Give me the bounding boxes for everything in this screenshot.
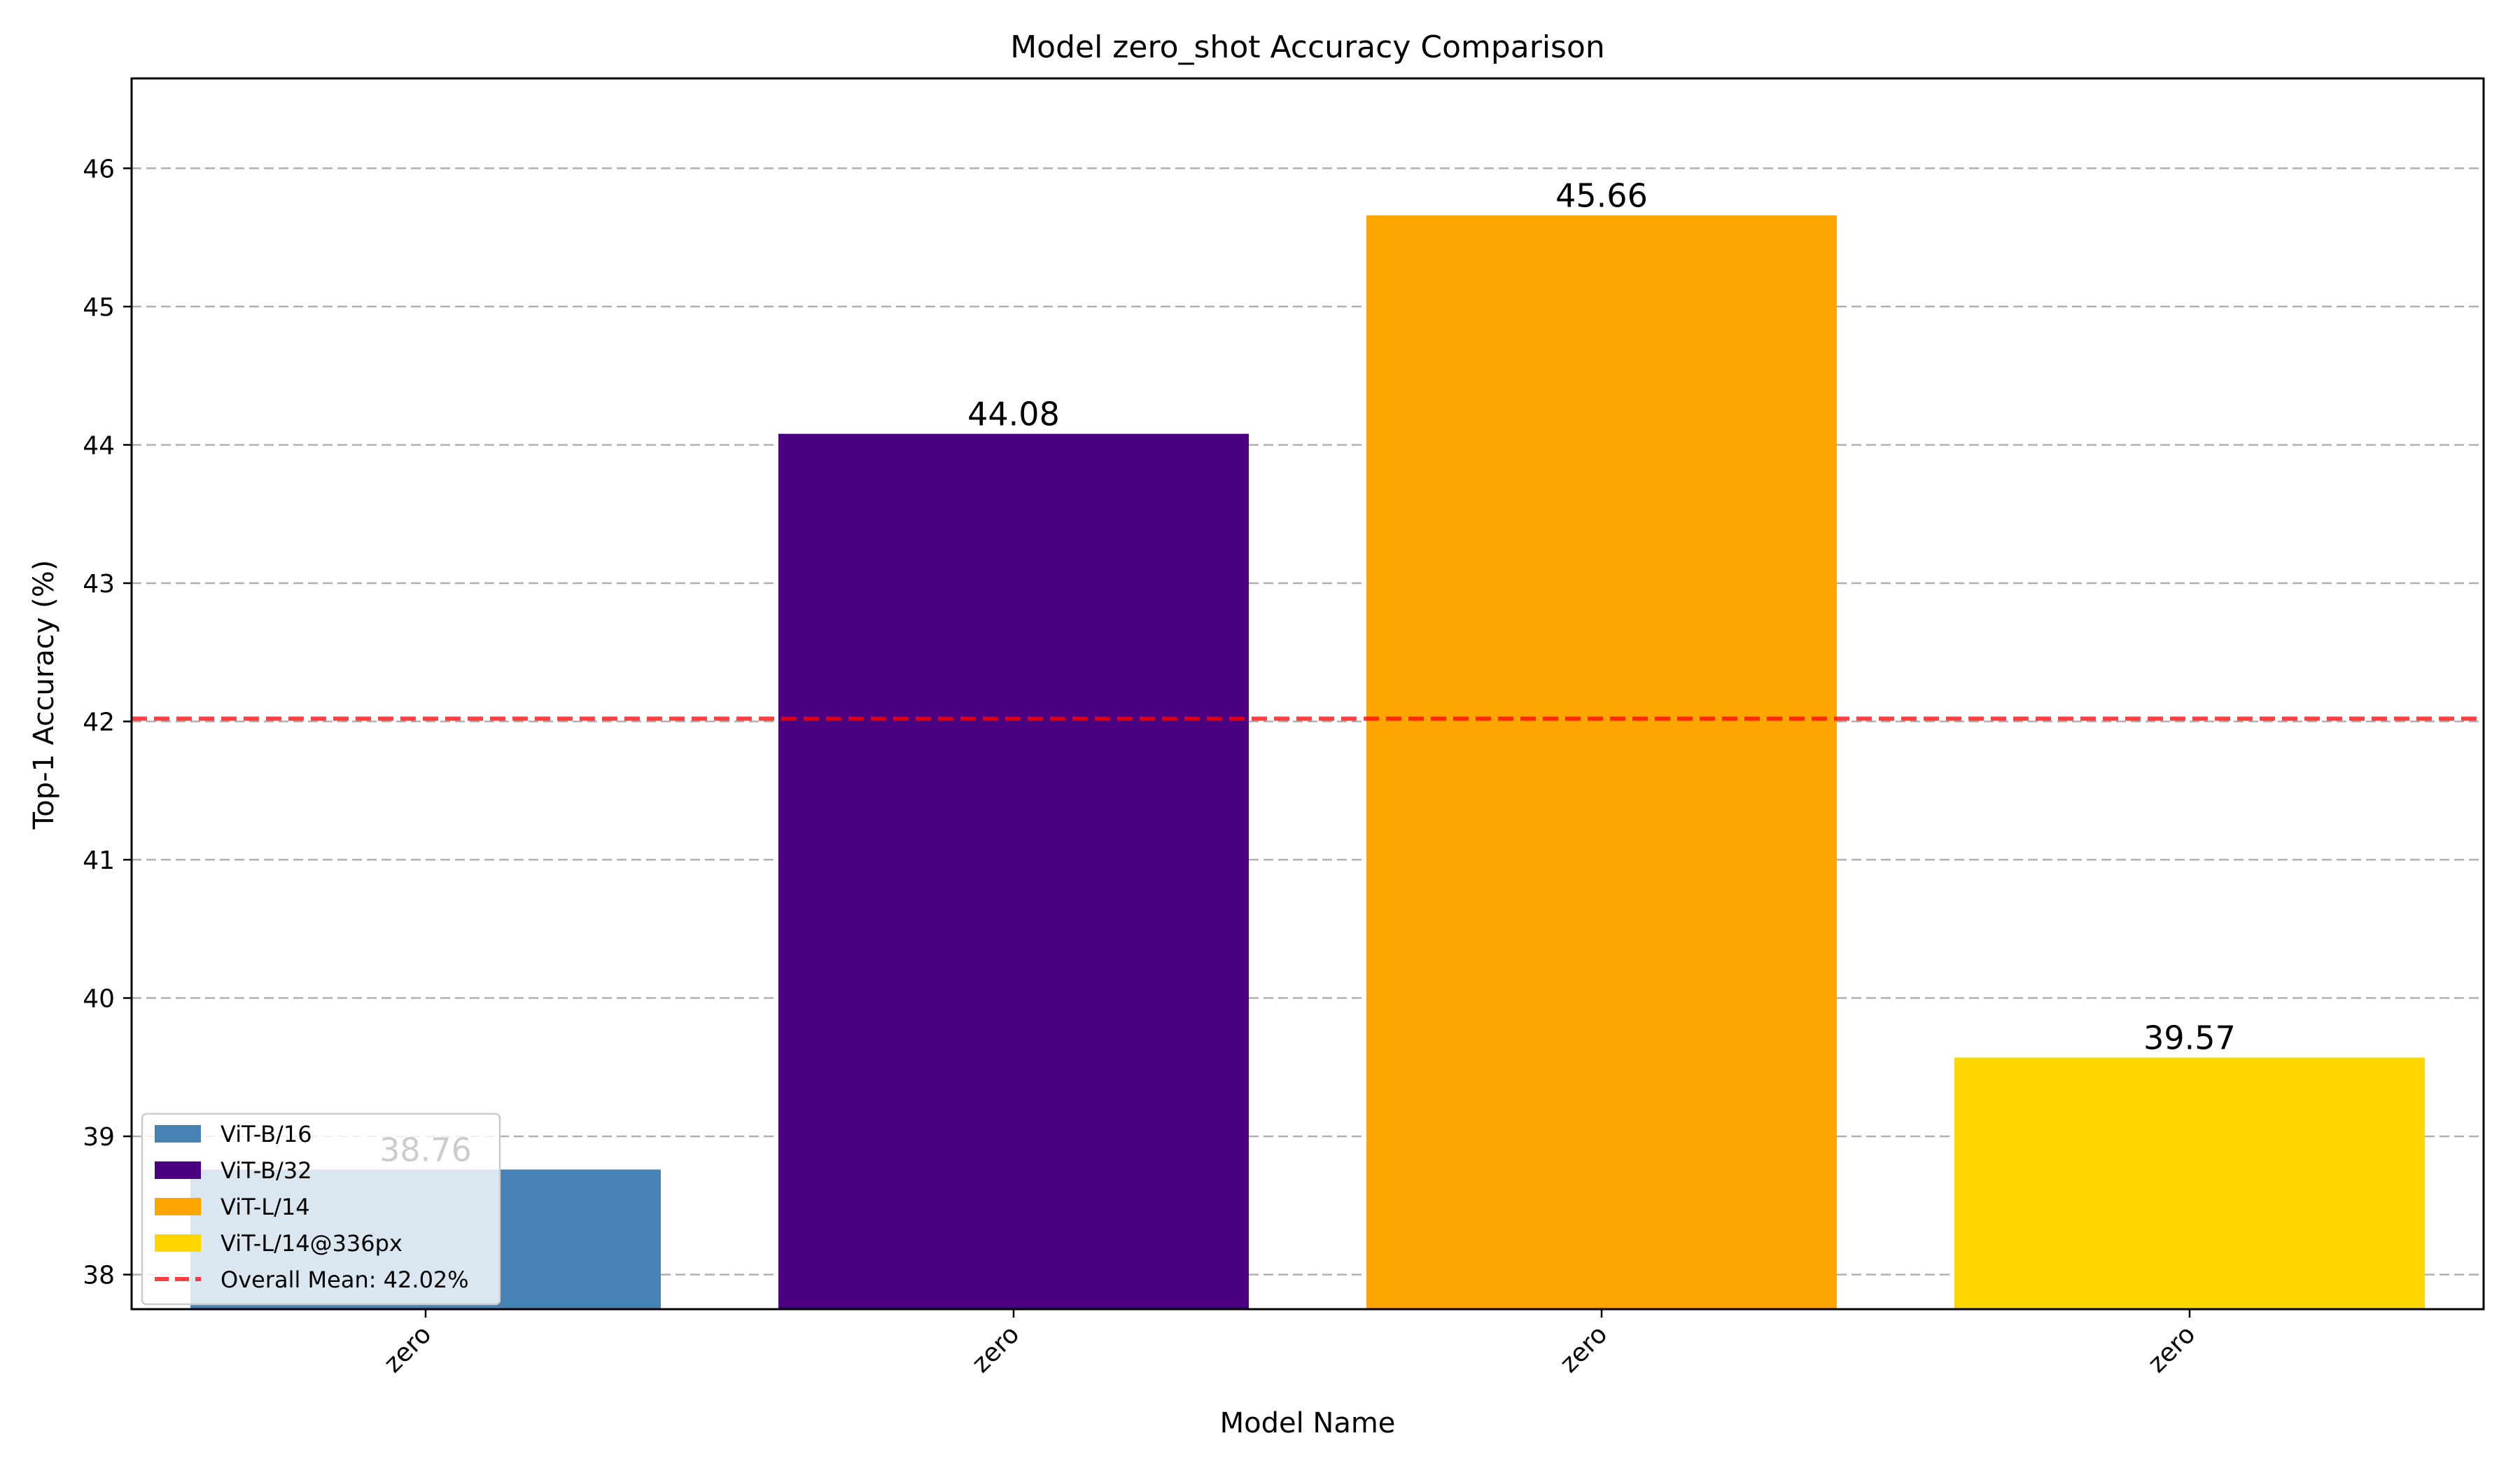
legend-swatch: [155, 1198, 201, 1215]
bar-value-label: 45.66: [1555, 177, 1648, 215]
legend-box: [141, 1112, 501, 1306]
bar: [1954, 1057, 2425, 1309]
legend-entry: Overall Mean: 42.02%: [155, 1266, 469, 1293]
bar: [778, 433, 1249, 1309]
legend-swatch: [155, 1234, 201, 1252]
y-tick-label: 40: [83, 985, 115, 1014]
legend-label: Overall Mean: 42.02%: [220, 1266, 469, 1293]
y-tick-label: 44: [83, 431, 115, 460]
legend-entry: ViT-L/14: [155, 1194, 310, 1220]
legend-entry: ViT-B/32: [155, 1157, 312, 1184]
y-tick-label: 41: [83, 846, 115, 875]
y-tick-label: 43: [83, 570, 115, 599]
legend-label: ViT-B/16: [220, 1121, 312, 1147]
y-tick-label: 38: [83, 1262, 115, 1290]
legend-entry: ViT-L/14@336px: [155, 1230, 402, 1257]
bar: [1366, 215, 1837, 1310]
legend-swatch: [155, 1161, 201, 1179]
legend-label: ViT-B/32: [220, 1157, 312, 1184]
legend-label: ViT-L/14: [220, 1194, 310, 1220]
plot-frame: [130, 77, 2485, 1311]
y-tick-label: 45: [83, 293, 115, 322]
legend-label: ViT-L/14@336px: [220, 1230, 402, 1257]
legend-swatch: [155, 1125, 201, 1143]
legend-entry: ViT-B/16: [155, 1121, 312, 1147]
bar-value-label: 39.57: [2143, 1019, 2236, 1056]
x-axis-label: Model Name: [1220, 1407, 1396, 1439]
legend: ViT-B/16 ViT-B/32 ViT-L/14 ViT-L/14@336px Ov…: [141, 1112, 501, 1306]
y-tick-label: 39: [83, 1123, 115, 1152]
chart-title: Model zero_shot Accuracy Comparison: [1010, 29, 1605, 65]
y-tick-label: 46: [83, 155, 115, 183]
y-axis-label: Top-1 Accuracy (%): [28, 560, 60, 830]
bar-value-label: 44.08: [967, 396, 1060, 433]
y-tick-label: 42: [83, 708, 115, 737]
